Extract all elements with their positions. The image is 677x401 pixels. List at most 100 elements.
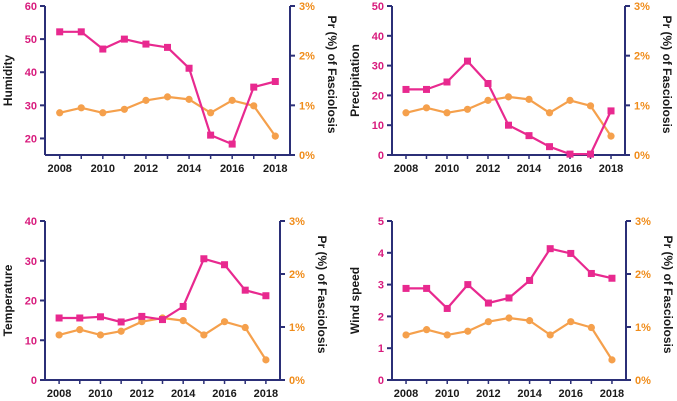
- p0-y2-tick-label-2: 2%: [299, 51, 315, 63]
- p3-point-wind-speed-2017: [587, 269, 595, 277]
- p1-y2-tick-label-0: 0%: [634, 150, 650, 162]
- p2-x-tick-label-2016: 2016: [212, 388, 236, 400]
- p3-point-pr-of-fasciolosis-2015: [546, 331, 554, 339]
- p1-point-precipitation-2016: [566, 150, 574, 158]
- p2-point-pr-of-fasciolosis-2008: [55, 331, 63, 339]
- p0-point-humidity-2012: [142, 40, 150, 48]
- p1-point-precipitation-2017: [587, 150, 595, 158]
- p1-point-pr-of-fasciolosis-2009: [422, 104, 431, 112]
- p1-point-precipitation-2018: [607, 107, 615, 115]
- p2-point-pr-of-fasciolosis-2012: [138, 318, 146, 326]
- p1-y-tick-label-50: 50: [372, 1, 384, 13]
- p3-point-wind-speed-2018: [608, 274, 616, 282]
- p1-y-tick-label-0: 0: [378, 150, 384, 162]
- p2-x-tick-label-2012: 2012: [130, 388, 154, 400]
- p3-y-tick-label-4: 4: [378, 248, 385, 260]
- p2-y-tick-label-40: 40: [25, 216, 37, 228]
- p1-point-pr-of-fasciolosis-2017: [586, 102, 595, 110]
- p2-series-line-pr-of-fasciolosis: [58, 316, 267, 361]
- p2-y2-tick-label-2: 2%: [289, 269, 305, 281]
- p0-point-humidity-2018: [271, 77, 279, 85]
- p2-y2-axis-title: Pr (%) of Fasciolosis: [315, 235, 329, 353]
- p2-y2-tick-label-3: 3%: [289, 216, 305, 228]
- p0-point-humidity-2008: [56, 28, 64, 36]
- p0-point-pr-of-fasciolosis-2018: [271, 132, 279, 140]
- p1-y-tick-label-40: 40: [372, 31, 384, 43]
- p3-point-wind-speed-2013: [505, 294, 513, 302]
- p0-y-tick-label-40: 40: [25, 67, 37, 79]
- p1-x-tick-label-2008: 2008: [394, 163, 418, 175]
- p1-y2-tick-label-2: 2%: [634, 51, 650, 63]
- p0-point-humidity-2009: [77, 28, 85, 36]
- p3-y-axis-title: Wind speed: [348, 267, 362, 334]
- p2-point-temperature-2010: [96, 313, 104, 321]
- p0-y-tick-label-30: 30: [25, 100, 37, 112]
- p0-point-humidity-2011: [120, 35, 128, 43]
- p3-point-wind-speed-2011: [464, 281, 472, 289]
- p3-point-wind-speed-2010: [443, 304, 451, 312]
- p0-point-pr-of-fasciolosis-2014: [185, 95, 193, 103]
- p3-point-wind-speed-2016: [567, 249, 575, 257]
- p3-y-tick-label-2: 2: [378, 311, 384, 323]
- p3-point-wind-speed-2015: [546, 245, 554, 253]
- p0-point-pr-of-fasciolosis-2015: [207, 109, 215, 117]
- p1-x-tick-label-2012: 2012: [476, 163, 500, 175]
- p1-x-tick-label-2016: 2016: [558, 163, 582, 175]
- p1-point-pr-of-fasciolosis-2012: [484, 96, 492, 104]
- p1-y-tick-label-30: 30: [372, 61, 384, 73]
- p2-y-tick-label-20: 20: [25, 296, 37, 308]
- p3-point-wind-speed-2008: [402, 284, 410, 292]
- p0-point-humidity-2014: [185, 64, 193, 72]
- p3-y-tick-label-3: 3: [378, 280, 384, 292]
- p2-point-pr-of-fasciolosis-2018: [262, 356, 270, 364]
- p0-point-pr-of-fasciolosis-2013: [163, 93, 172, 101]
- p1-point-precipitation-2010: [443, 78, 451, 86]
- p3-point-wind-speed-2012: [484, 299, 492, 307]
- p0-y-tick-label-20: 20: [25, 133, 37, 145]
- p3-point-wind-speed-2014: [526, 276, 534, 284]
- p0-x-tick-label-2008: 2008: [47, 163, 71, 175]
- p0-y2-tick-label-0: 0%: [299, 150, 315, 162]
- p1-point-precipitation-2012: [484, 79, 492, 87]
- p0-y-axis-title: Humidity: [1, 55, 15, 107]
- p2-x-tick-label-2014: 2014: [171, 388, 196, 400]
- panel-wind-speed: 0 1 2 3 4 5 0% 1% 2% 3% 2008 2010 2012 2014 2016 2018 Wi…: [348, 216, 675, 400]
- p3-point-pr-of-fasciolosis-2010: [443, 331, 451, 339]
- p1-point-precipitation-2013: [505, 121, 512, 129]
- p3-y-tick-label-5: 5: [378, 216, 384, 228]
- p1-point-pr-of-fasciolosis-2011: [463, 105, 472, 113]
- p1-point-pr-of-fasciolosis-2014: [525, 95, 533, 103]
- p2-point-temperature-2011: [117, 318, 125, 326]
- p1-y2-tick-label-1: 1%: [634, 100, 650, 112]
- p2-x-tick-label-2018: 2018: [254, 388, 278, 400]
- p2-point-pr-of-fasciolosis-2015: [200, 331, 208, 339]
- p3-point-pr-of-fasciolosis-2012: [484, 318, 493, 326]
- p0-point-pr-of-fasciolosis-2017: [250, 102, 258, 110]
- p3-y2-tick-label-1: 1%: [635, 322, 651, 334]
- p0-x-tick-label-2016: 2016: [220, 163, 244, 175]
- p3-y2-tick-label-2: 2%: [635, 269, 651, 281]
- p1-y-tick-label-20: 20: [372, 90, 384, 102]
- p3-x-tick-label-2012: 2012: [476, 388, 500, 400]
- p0-y-tick-label-50: 50: [25, 34, 37, 46]
- p2-point-temperature-2018: [262, 292, 270, 300]
- p0-y2-tick-label-3: 3%: [299, 1, 315, 13]
- p1-point-pr-of-fasciolosis-2018: [607, 132, 615, 140]
- p1-point-precipitation-2015: [546, 143, 554, 151]
- p1-y2-axis-title: Pr (%) of Fasciolosis: [660, 15, 674, 133]
- p1-x-tick-label-2018: 2018: [599, 163, 623, 175]
- p2-point-temperature-2017: [241, 286, 249, 294]
- p0-point-pr-of-fasciolosis-2008: [56, 109, 64, 117]
- panel-temperature: 0 10 20 30 40 0% 1% 2% 3% 2008 2010 2012 2014 2016 201…: [1, 216, 329, 400]
- p1-point-pr-of-fasciolosis-2016: [566, 96, 574, 104]
- p0-x-tick-label-2010: 2010: [91, 163, 115, 175]
- panel-humidity: 20 30 40 50 60 0% 1% 2% 3% 2008 2010 2012 2014 2016 20…: [1, 1, 339, 175]
- p1-y-tick-label-10: 10: [372, 120, 384, 132]
- p2-point-temperature-2008: [55, 314, 63, 322]
- p0-point-pr-of-fasciolosis-2009: [77, 104, 85, 112]
- p0-y-tick-label-60: 60: [25, 1, 37, 13]
- p1-point-pr-of-fasciolosis-2010: [443, 109, 451, 117]
- p1-point-pr-of-fasciolosis-2013: [504, 93, 513, 101]
- p2-point-pr-of-fasciolosis-2010: [96, 331, 105, 339]
- panel-precipitation: 0 10 20 30 40 50 0% 1% 2% 3% 2008 2010 2012 2014 2016 2…: [348, 1, 674, 175]
